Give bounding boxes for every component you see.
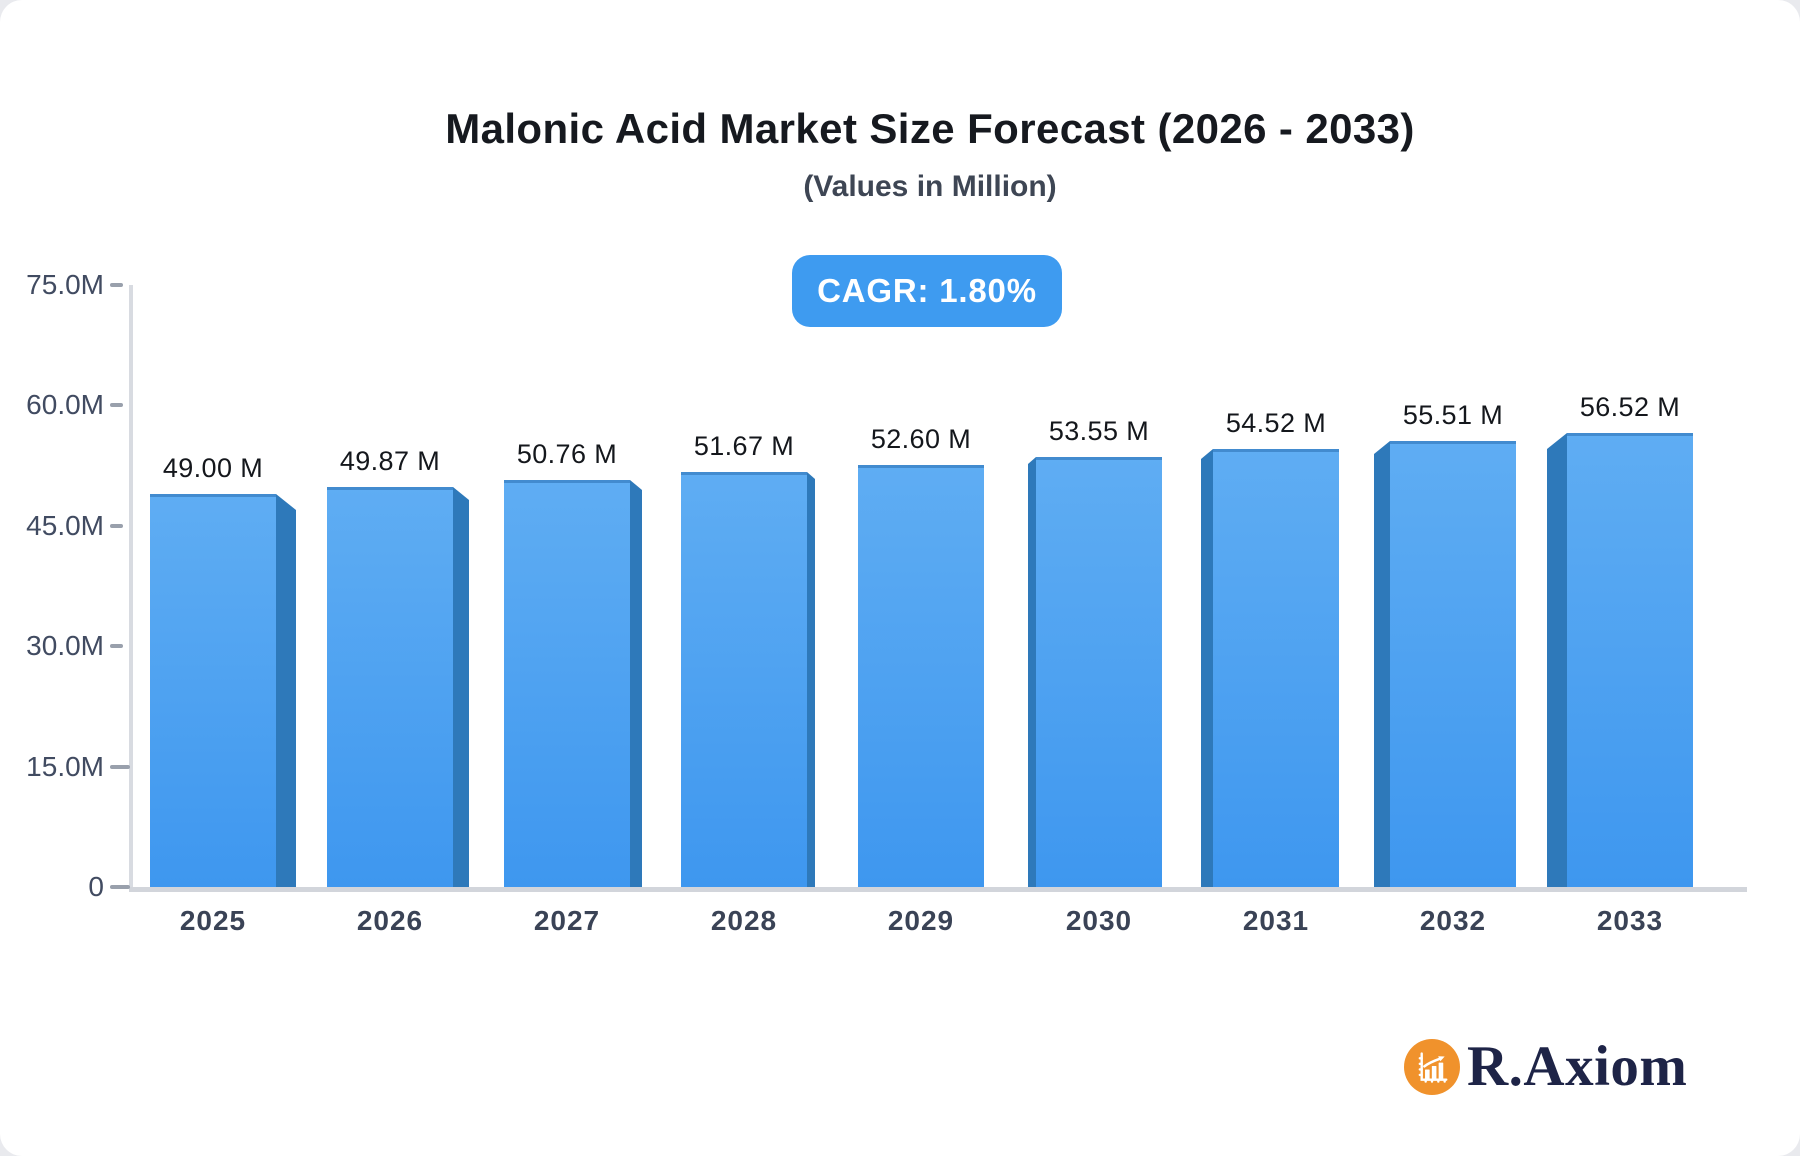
bar-3d-side-face	[1374, 441, 1390, 887]
x-axis-label: 2032	[1419, 905, 1487, 936]
y-axis-tick-mark	[110, 764, 130, 769]
bar-face	[327, 487, 453, 887]
y-axis-tick-mark	[110, 403, 123, 408]
bar-value-label: 50.76 M	[516, 439, 618, 469]
brand-logo-text: R.Axiom	[1467, 1035, 1688, 1098]
bar-face	[858, 465, 984, 887]
bar-top-edge	[681, 472, 807, 475]
bar-value-label: 53.55 M	[1048, 416, 1150, 446]
bar-2029[interactable]: 52.60 M	[858, 424, 984, 887]
y-axis-tick-mark	[110, 283, 123, 287]
bar-3d-side-face	[807, 472, 815, 887]
cagr-badge-label: CAGR: 1.80%	[817, 272, 1037, 309]
x-axis-label: 2030	[1065, 905, 1133, 936]
bar-top-edge	[504, 480, 630, 483]
x-axis-label: 2031	[1242, 905, 1310, 936]
chart-subtitle: (Values in Million)	[803, 170, 1057, 203]
bar-3d-side-face	[630, 480, 642, 887]
bar-value-label: 56.52 M	[1579, 392, 1681, 422]
bar-face	[1036, 457, 1162, 887]
x-axis-label: 2026	[356, 905, 424, 936]
bar-face	[1567, 433, 1693, 887]
y-axis-tick-label: 30.0M	[26, 630, 104, 662]
bar-value-label: 52.60 M	[870, 424, 972, 454]
bar-2027[interactable]: 50.76 M	[504, 439, 642, 887]
bar-2028[interactable]: 51.67 M	[681, 431, 815, 887]
bar-face	[681, 472, 807, 887]
bar-3d-side-face	[276, 494, 296, 887]
bar-2032[interactable]: 55.51 M	[1374, 400, 1516, 887]
bar-face	[504, 480, 630, 887]
y-axis-tick-mark	[110, 885, 130, 889]
y-axis-tick-label: 60.0M	[26, 389, 104, 421]
bar-value-label: 51.67 M	[693, 431, 795, 461]
bar-face	[150, 494, 276, 887]
x-axis-label: 2025	[179, 905, 247, 936]
bar-2030[interactable]: 53.55 M	[1028, 416, 1162, 887]
bar-top-edge	[1036, 457, 1162, 460]
x-axis-label: 2029	[887, 905, 955, 936]
y-axis-tick-mark	[110, 523, 123, 528]
bar-3d-side-face	[1201, 449, 1213, 887]
bar-face	[1213, 449, 1339, 887]
x-axis-label: 2033	[1596, 905, 1664, 936]
y-axis-line	[129, 285, 133, 889]
bar-3d-side-face	[1028, 457, 1036, 887]
bar-2026[interactable]: 49.87 M	[327, 446, 469, 887]
y-axis-tick-label: 45.0M	[26, 509, 104, 541]
bar-2025[interactable]: 49.00 M	[150, 453, 296, 887]
x-axis-line	[129, 887, 1747, 892]
bar-value-label: 55.51 M	[1402, 400, 1504, 430]
x-axis-label: 2027	[533, 905, 601, 936]
bar-2031[interactable]: 54.52 M	[1201, 408, 1339, 887]
bar-top-edge	[858, 465, 984, 468]
bar-chart-growth-icon	[1404, 1038, 1460, 1095]
y-axis-tick-label: 0	[88, 871, 104, 902]
chart-title: Malonic Acid Market Size Forecast (2026 …	[445, 105, 1415, 152]
y-axis-tick-label: 75.0M	[26, 269, 104, 300]
bar-top-edge	[327, 487, 453, 490]
bar-top-edge	[150, 494, 276, 497]
bar-top-edge	[1567, 433, 1693, 436]
cagr-badge: CAGR: 1.80%	[792, 255, 1062, 327]
bar-value-label: 49.87 M	[339, 446, 441, 476]
bar-top-edge	[1213, 449, 1339, 452]
brand-logo: R.Axiom	[1404, 1038, 1687, 1095]
y-axis-tick-label: 15.0M	[26, 750, 104, 782]
x-axis-label: 2028	[710, 905, 778, 936]
bar-value-label: 54.52 M	[1225, 408, 1327, 438]
bar-2033[interactable]: 56.52 M	[1547, 392, 1693, 887]
bar-3d-side-face	[1547, 433, 1567, 887]
y-axis-tick-mark	[110, 644, 123, 649]
bar-face	[1390, 441, 1516, 887]
bar-value-label: 49.00 M	[162, 453, 264, 483]
bar-top-edge	[1390, 441, 1516, 444]
bar-3d-side-face	[453, 487, 469, 887]
